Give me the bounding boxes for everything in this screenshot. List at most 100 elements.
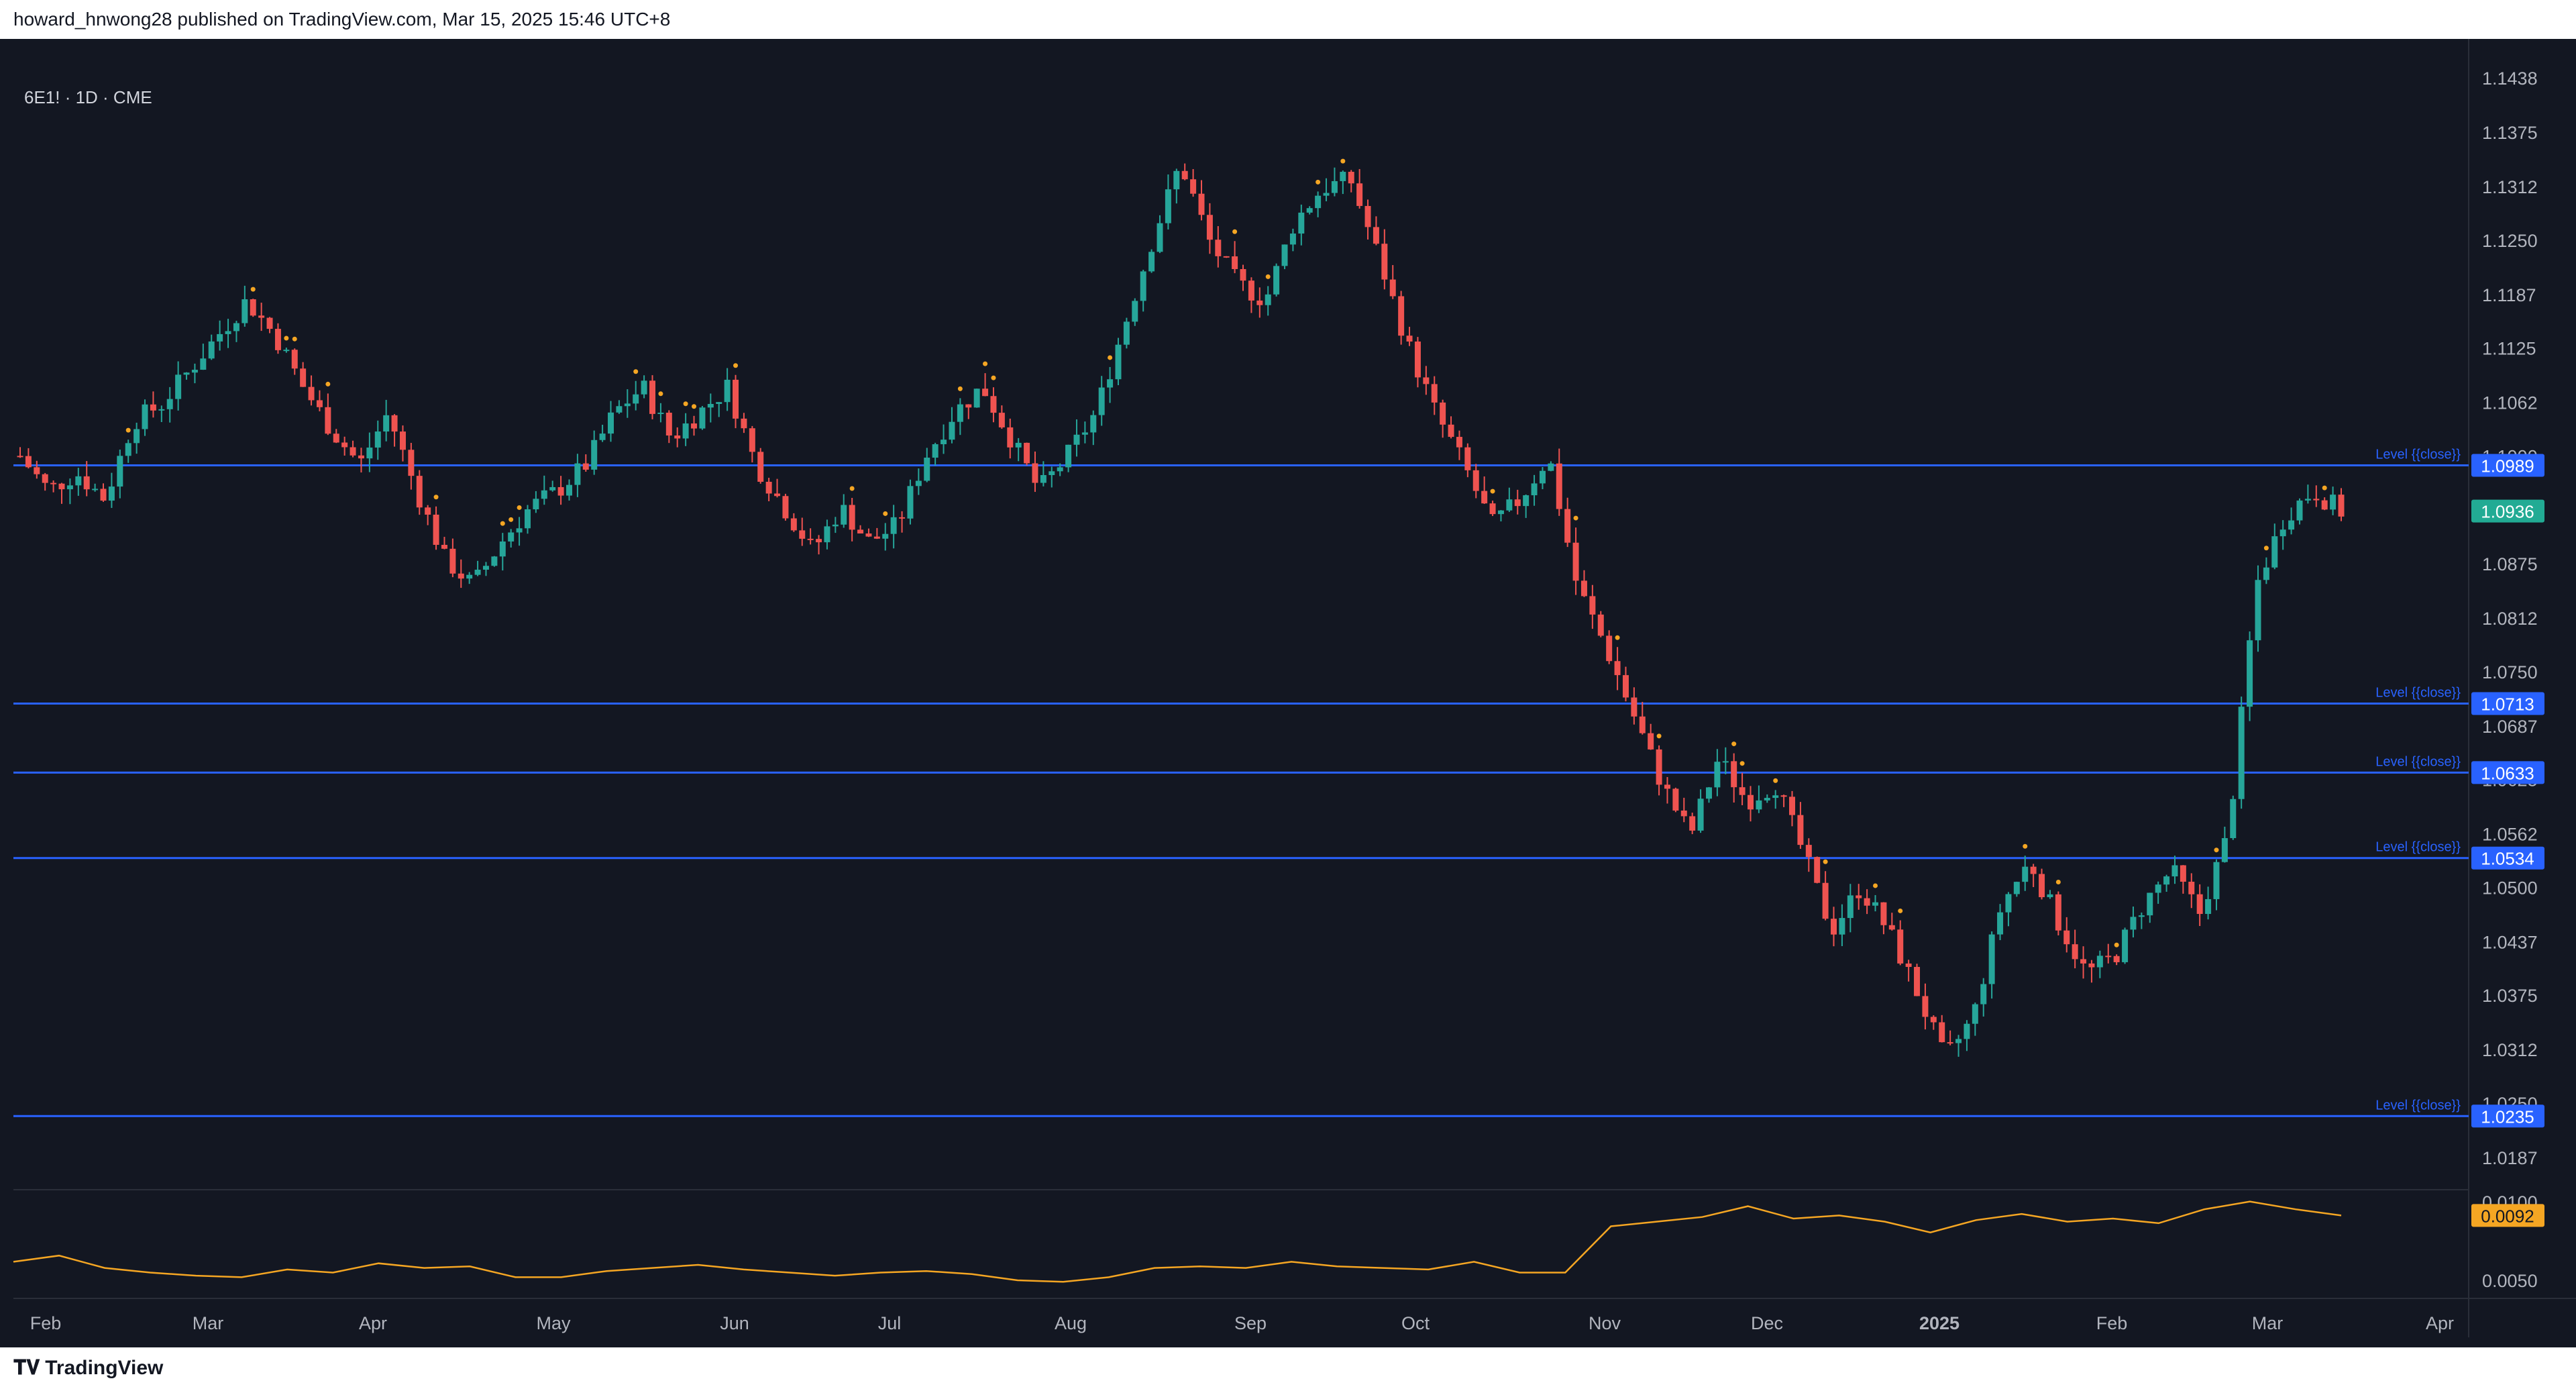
candle-body [2072, 944, 2078, 960]
signal-dot [517, 505, 522, 510]
brand-label: TradingView [45, 1357, 164, 1379]
candle-body [1065, 444, 1072, 468]
candle-body [1157, 223, 1163, 252]
candle-body [1081, 432, 1088, 435]
x-tick-label: Feb [2096, 1313, 2128, 1333]
candle-body [1015, 442, 1022, 448]
level-label: Level {{close}} [2375, 447, 2461, 462]
candle-body [358, 455, 364, 459]
candle-body [508, 532, 515, 542]
candle-body [482, 566, 489, 570]
candle-body [274, 329, 281, 350]
signal-dot [2023, 843, 2028, 849]
candle-body [2288, 520, 2295, 530]
level-label: Level {{close}} [2375, 685, 2461, 700]
candle-body [1614, 661, 1621, 676]
time-axis[interactable]: Feb Mar Apr May Jun Jul Aug Sep Oct Nov Dec 2025 Feb… [30, 1313, 2454, 1333]
candle-body [1988, 934, 1995, 984]
y-tick-label: 1.1250 [2482, 231, 2538, 251]
candle-body [1548, 463, 1554, 471]
candle-body [350, 447, 356, 456]
candle-body [291, 350, 298, 369]
candle-body [1664, 784, 1670, 789]
signal-dot [1823, 859, 1828, 864]
signal-dots [125, 158, 2327, 947]
candle-body [2180, 865, 2186, 882]
candle-body [300, 368, 307, 387]
candle-body [1705, 787, 1712, 799]
level-price-tag [2471, 692, 2544, 715]
candle-body [990, 396, 997, 413]
candle-body [2122, 929, 2129, 962]
candle-body [58, 483, 65, 490]
signal-dot [957, 386, 963, 391]
candle-body [1839, 918, 1845, 935]
candle-body [1107, 379, 1114, 388]
candle-body [1123, 321, 1130, 345]
candle-body [1489, 503, 1496, 515]
x-tick-label: Apr [359, 1313, 387, 1333]
candle-body [1040, 474, 1046, 483]
candle-body [741, 418, 747, 429]
candle-body [907, 486, 914, 519]
candle-body [83, 476, 90, 490]
candle-body [1822, 882, 1829, 919]
price-axis[interactable]: 1.1438 1.1375 1.1312 1.1250 1.1187 1.1125 1.10… [2482, 68, 2538, 1168]
candle-body [965, 404, 972, 408]
candle-body [2055, 894, 2061, 931]
candle-body [1805, 845, 1812, 858]
price-chart[interactable]: Level {{close}} Level {{close}} Level {{cl… [0, 39, 2576, 1347]
candle-body [449, 548, 456, 574]
candle-body [608, 412, 614, 434]
signal-dot [683, 401, 688, 407]
publisher-text: howard_hnwong28 published on TradingView… [13, 9, 671, 30]
tv-logo-icon: 𝐓𝐕 [13, 1357, 40, 1379]
candle-body [258, 315, 265, 318]
candle-body [2138, 915, 2145, 917]
candle-body [849, 505, 855, 530]
x-tick-label: Mar [193, 1313, 224, 1333]
y-tick-label: 1.1375 [2482, 123, 2538, 143]
tradingview-logo[interactable]: 𝐓𝐕 TradingView [13, 1357, 163, 1380]
candle-body [2013, 882, 2020, 894]
candle-body [1930, 1017, 1937, 1023]
signal-dot [125, 427, 131, 433]
candle-body [957, 404, 963, 422]
candle-body [2005, 894, 2012, 913]
candle-body [1315, 195, 1322, 209]
indicator-line [13, 1200, 2342, 1283]
symbol-legend[interactable]: 6E1! · 1D · CME [24, 87, 152, 107]
y-tick-label: 1.0812 [2482, 609, 2538, 629]
level-price-text: 1.0713 [2481, 694, 2534, 714]
candle-body [2022, 866, 2029, 882]
candle-body [1240, 269, 1246, 281]
candle-body [2247, 640, 2253, 707]
candle-body [1215, 240, 1222, 256]
x-tick-label: Mar [2252, 1313, 2284, 1333]
candle-body [1606, 635, 1613, 662]
candle-body [1564, 509, 1571, 543]
candle-body [882, 533, 889, 539]
candle-body [225, 331, 231, 334]
candle-body [499, 541, 506, 557]
level-label: Level {{close}} [2375, 840, 2461, 855]
chart-area[interactable]: Level {{close}} Level {{close}} Level {{cl… [0, 39, 2576, 1347]
current-price-tag [2471, 499, 2544, 523]
candle-body [458, 573, 464, 579]
candle-body [1057, 467, 1063, 472]
candle-body [599, 433, 606, 440]
candle-body [1414, 341, 1421, 378]
candle-body [217, 333, 223, 342]
candle-body [733, 379, 739, 419]
candle-body [749, 428, 755, 452]
candle-body [183, 372, 190, 375]
level-price-text: 1.0534 [2481, 849, 2534, 869]
candle-body [1173, 170, 1180, 190]
candle-body [1556, 463, 1562, 509]
candle-body [832, 524, 839, 527]
candle-body [1888, 925, 1895, 930]
candle-body [1597, 614, 1604, 636]
candle-body [890, 517, 897, 534]
signal-dot [849, 486, 855, 491]
candle-body [2271, 536, 2278, 568]
